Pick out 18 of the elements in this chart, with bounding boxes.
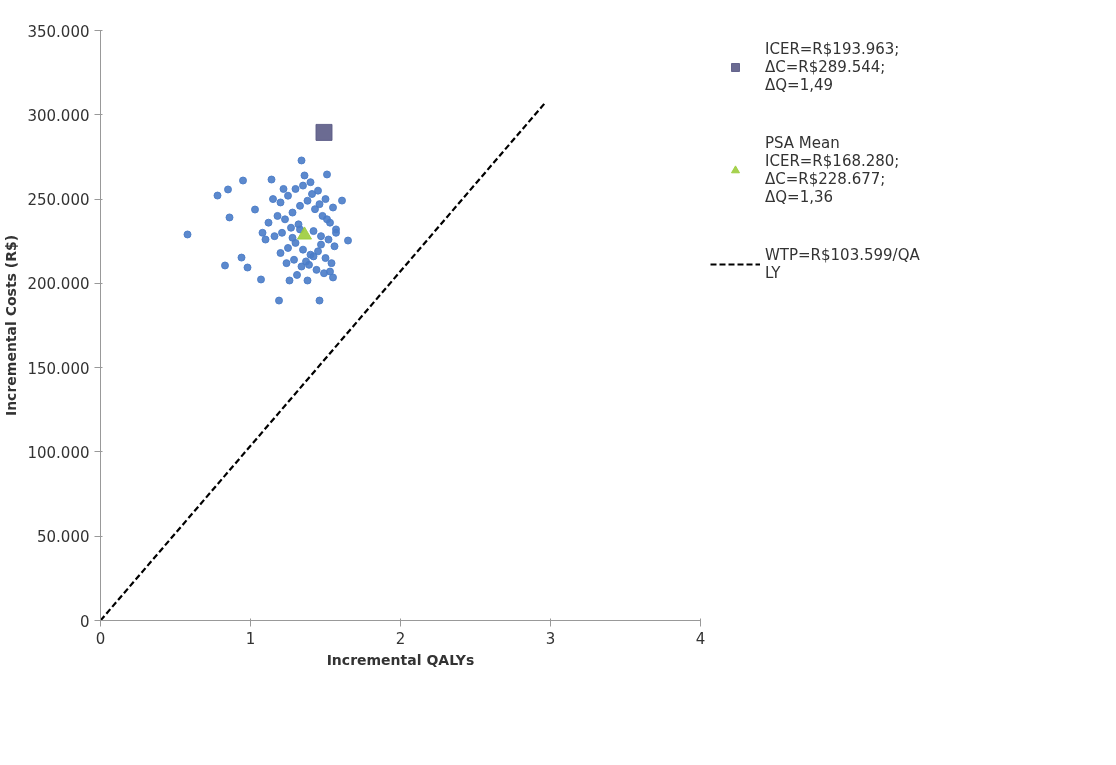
y-axis-title: Incremental Costs (R$)	[3, 234, 20, 417]
x-tick-label: 0	[95, 629, 106, 648]
y-tick-label: 250.000	[27, 191, 90, 210]
x-tick-label: 4	[695, 629, 706, 648]
x-axis-title: Incremental QALYs	[326, 651, 475, 668]
y-tick-label: 0	[79, 612, 90, 631]
legend-label: ICER=R$193.963; ΔC=R$289.544; ΔQ=1,49	[765, 40, 900, 94]
y-tick-label: 350.000	[27, 22, 90, 41]
legend-label: PSA Mean ICER=R$168.280; ΔC=R$228.677; ΔQ=1,36	[765, 134, 900, 206]
legend-label: WTP=R$103.599/QALY	[765, 246, 920, 282]
x-tick-label: 2	[395, 629, 406, 648]
y-tick-label: 150.000	[27, 359, 90, 378]
y-tick-label: 300.000	[27, 106, 90, 125]
x-tick-label: 1	[245, 629, 256, 648]
y-tick-label: 200.000	[27, 275, 90, 294]
y-tick-label: 50.000	[37, 528, 90, 547]
x-tick-label: 3	[545, 629, 556, 648]
y-tick-label: 100.000	[27, 443, 90, 462]
